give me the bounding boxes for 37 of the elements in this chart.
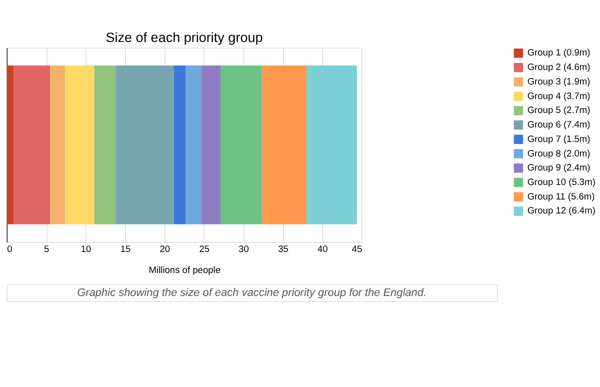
x-tick-label: 25 [199, 244, 210, 254]
x-tick-label: 35 [278, 244, 288, 254]
legend-label: Group 5 (2.7m) [527, 105, 590, 116]
chart-title: Size of each priority group [106, 30, 263, 45]
bar [174, 65, 186, 224]
bar [220, 65, 262, 224]
bar [50, 65, 66, 224]
legend-label: Group 7 (1.5m) [527, 134, 590, 144]
bar [186, 65, 202, 224]
text: Graphic showing the size of each vaccine priority group for the England. [77, 287, 427, 300]
x-tick-label: 20 [160, 244, 170, 254]
bar [65, 65, 94, 224]
legend-label: Group 3 (1.9m) [527, 76, 590, 86]
x-tick-label: 30 [238, 244, 249, 254]
legend-label: Group 8 (2.0m) [527, 148, 590, 158]
x-tick-label: 45 [352, 244, 362, 254]
x-tick-label: 15 [120, 244, 131, 254]
x-tick-label: 0 [7, 244, 12, 254]
legend-label: Group 12 (6.4m) [527, 206, 596, 216]
x-tick-label: 5 [44, 244, 50, 254]
legend-label: Group 11 (5.6m) [527, 191, 595, 202]
bar [306, 65, 357, 224]
x-axis-title: Millions of people [148, 264, 221, 275]
legend-label: Group 10 (5.3m) [527, 177, 596, 188]
legend-label: Group 9 (2.4m) [527, 162, 590, 173]
legend-label: Group 4 (3.7m) [527, 90, 590, 101]
x-tick-label: 10 [80, 244, 92, 254]
bar [202, 65, 221, 224]
x-tick-label: 40 [318, 244, 328, 254]
bar [94, 65, 116, 224]
legend-label: Group 1 (0.9m) [527, 48, 590, 58]
bar [14, 65, 50, 224]
bar [6, 65, 14, 224]
bar [262, 65, 306, 224]
legend-label: Group 6 (7.4m) [527, 120, 590, 130]
legend-label: Group 2 (4.6m) [527, 62, 590, 72]
bar [116, 65, 174, 224]
